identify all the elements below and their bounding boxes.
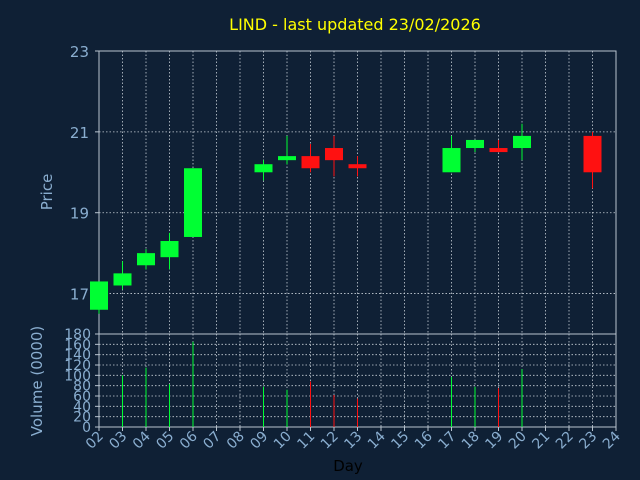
volume-tick-label: 140 xyxy=(64,348,91,364)
volume-tick-label: 100 xyxy=(64,368,91,384)
volume-tick-label: 160 xyxy=(64,337,91,353)
x-tick-label: 19 xyxy=(482,429,506,453)
x-tick-label: 07 xyxy=(200,429,224,453)
x-axis-label: Day xyxy=(333,457,363,475)
x-tick-label: 15 xyxy=(388,429,412,453)
x-tick-label: 12 xyxy=(318,429,342,453)
candle-body xyxy=(137,253,155,266)
price-tick-label: 19 xyxy=(70,205,89,223)
candle-body xyxy=(348,164,367,169)
x-tick-label: 09 xyxy=(247,429,271,453)
price-tick-label: 17 xyxy=(70,286,89,304)
x-tick-label: 23 xyxy=(576,429,600,453)
price-tick-label: 23 xyxy=(70,43,89,61)
x-tick-label: 21 xyxy=(529,429,553,453)
candle-body xyxy=(466,139,484,149)
x-tick-label: 13 xyxy=(341,429,365,453)
candle-body xyxy=(113,273,132,286)
volume-tick-label: 80 xyxy=(73,379,91,395)
volume-tick-label: 20 xyxy=(73,410,91,426)
x-tick-label: 16 xyxy=(412,428,436,452)
x-tick-label: 10 xyxy=(271,429,295,453)
x-tick-label: 17 xyxy=(435,429,459,453)
chart-title: LIND - last updated 23/02/2026 xyxy=(229,15,481,34)
candle-body xyxy=(583,135,602,173)
price-tick-label: 21 xyxy=(70,124,89,142)
volume-tick-label: 120 xyxy=(64,358,91,374)
x-tick-label: 20 xyxy=(506,429,530,453)
candle-body xyxy=(90,281,108,310)
candle-body xyxy=(442,148,461,173)
x-tick-label: 08 xyxy=(224,429,248,453)
volume-tick-label: 180 xyxy=(64,327,91,343)
volume-tick-label: 0 xyxy=(82,420,91,436)
x-tick-label: 04 xyxy=(130,428,154,452)
x-tick-label: 05 xyxy=(153,429,177,453)
x-tick-label: 14 xyxy=(365,428,389,452)
x-tick-label: 18 xyxy=(459,429,483,453)
candle-body xyxy=(278,156,296,161)
x-tick-label: 06 xyxy=(177,428,201,452)
price-panel: 17 19 21 23 xyxy=(70,43,617,335)
x-tick-label: 11 xyxy=(294,429,318,453)
candle-body xyxy=(184,168,202,237)
x-tick-label: 22 xyxy=(553,429,577,453)
x-tick-label: 24 xyxy=(600,428,624,452)
candle-body xyxy=(160,241,179,258)
candle-body xyxy=(489,148,508,153)
x-tick-label: 03 xyxy=(106,429,130,453)
candle-body xyxy=(254,164,273,173)
volume-axis-label: Volume (0000) xyxy=(28,326,46,436)
price-axis-label: Price xyxy=(38,174,56,211)
volume-tick-label: 60 xyxy=(73,389,91,405)
candle-body xyxy=(325,148,343,161)
volume-tick-label: 40 xyxy=(73,399,91,415)
x-axis: 02 03 04 05 06 07 08 09 10 11 12 13 14 15 16 17 18 19 20 21… xyxy=(83,427,624,452)
candle-body xyxy=(513,135,531,149)
candle-body xyxy=(301,156,320,169)
